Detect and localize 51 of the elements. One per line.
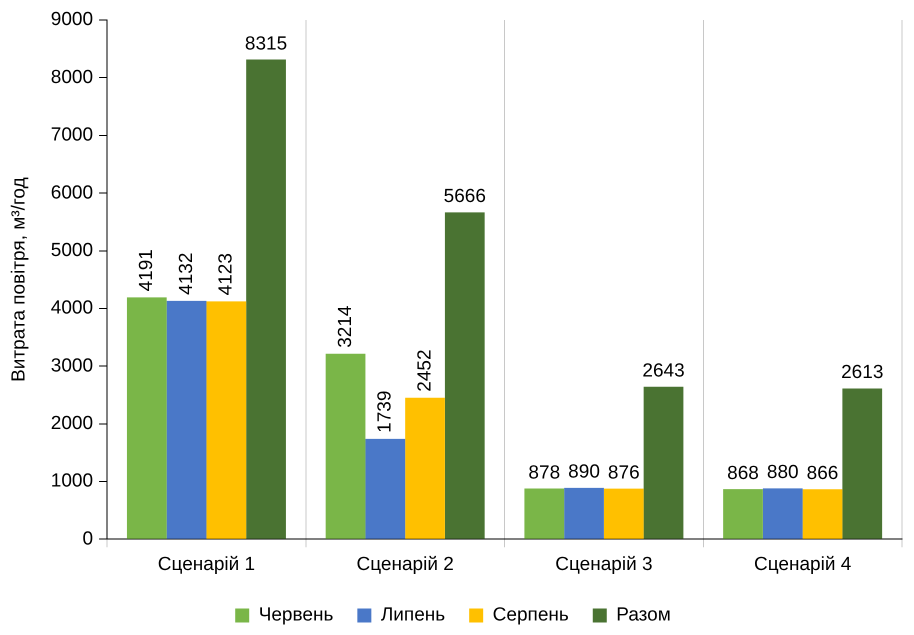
bar: [365, 438, 406, 539]
bar: [762, 488, 803, 539]
bar: [166, 300, 206, 539]
data-label: 2613: [841, 362, 884, 384]
data-label: 866: [806, 462, 838, 484]
x-tick-label: Сценарій 4: [754, 554, 852, 575]
y-tick-label: 5000: [50, 240, 94, 261]
legend-label: Разом: [616, 604, 671, 626]
data-label: 5666: [444, 186, 486, 208]
bar: [126, 297, 167, 539]
data-label: 4191: [136, 249, 158, 292]
x-tick-label: Сценарій 1: [158, 554, 256, 575]
bar: [246, 60, 286, 539]
data-label: 8315: [244, 33, 288, 54]
bar: [842, 388, 882, 539]
bar: [723, 489, 763, 539]
y-tick-label: 0: [82, 528, 94, 550]
y-tick-label: 3000: [50, 355, 94, 376]
data-label: 4132: [176, 252, 197, 295]
legend-label: Серпень: [492, 604, 569, 626]
x-tick-label: Сценарій 2: [356, 554, 454, 575]
y-tick-label: 1000: [50, 470, 94, 492]
y-tick-label: 8000: [50, 66, 94, 88]
data-label: 4123: [216, 253, 237, 296]
bar: [524, 488, 564, 539]
y-axis-title: Витрата повітря, м³/год: [8, 177, 30, 382]
y-tick-label: 4000: [50, 298, 94, 319]
y-tick-label: 9000: [50, 9, 94, 30]
data-label: 878: [528, 462, 560, 484]
legend-label: Червень: [258, 604, 334, 626]
data-label: 890: [568, 462, 600, 483]
bar: [644, 386, 684, 539]
data-label: 2452: [414, 349, 436, 392]
bar: [802, 489, 842, 539]
data-label: 868: [727, 462, 759, 484]
data-label: 3214: [334, 305, 356, 348]
y-tick-label: 7000: [50, 124, 94, 146]
data-label: 1739: [374, 390, 396, 433]
y-tick-label: 2000: [50, 413, 94, 434]
x-tick-label: Сценарій 3: [555, 554, 653, 575]
data-label: 2643: [642, 360, 685, 382]
data-label: 880: [766, 462, 799, 484]
y-tick-label: 6000: [50, 182, 94, 204]
bar: [444, 212, 485, 539]
bar: [405, 398, 445, 539]
legend-label: Липень: [380, 604, 446, 626]
bar: [604, 488, 644, 539]
bar: [326, 354, 366, 539]
data-label: 876: [608, 462, 640, 484]
bar: [564, 488, 604, 539]
bar: [206, 301, 246, 539]
